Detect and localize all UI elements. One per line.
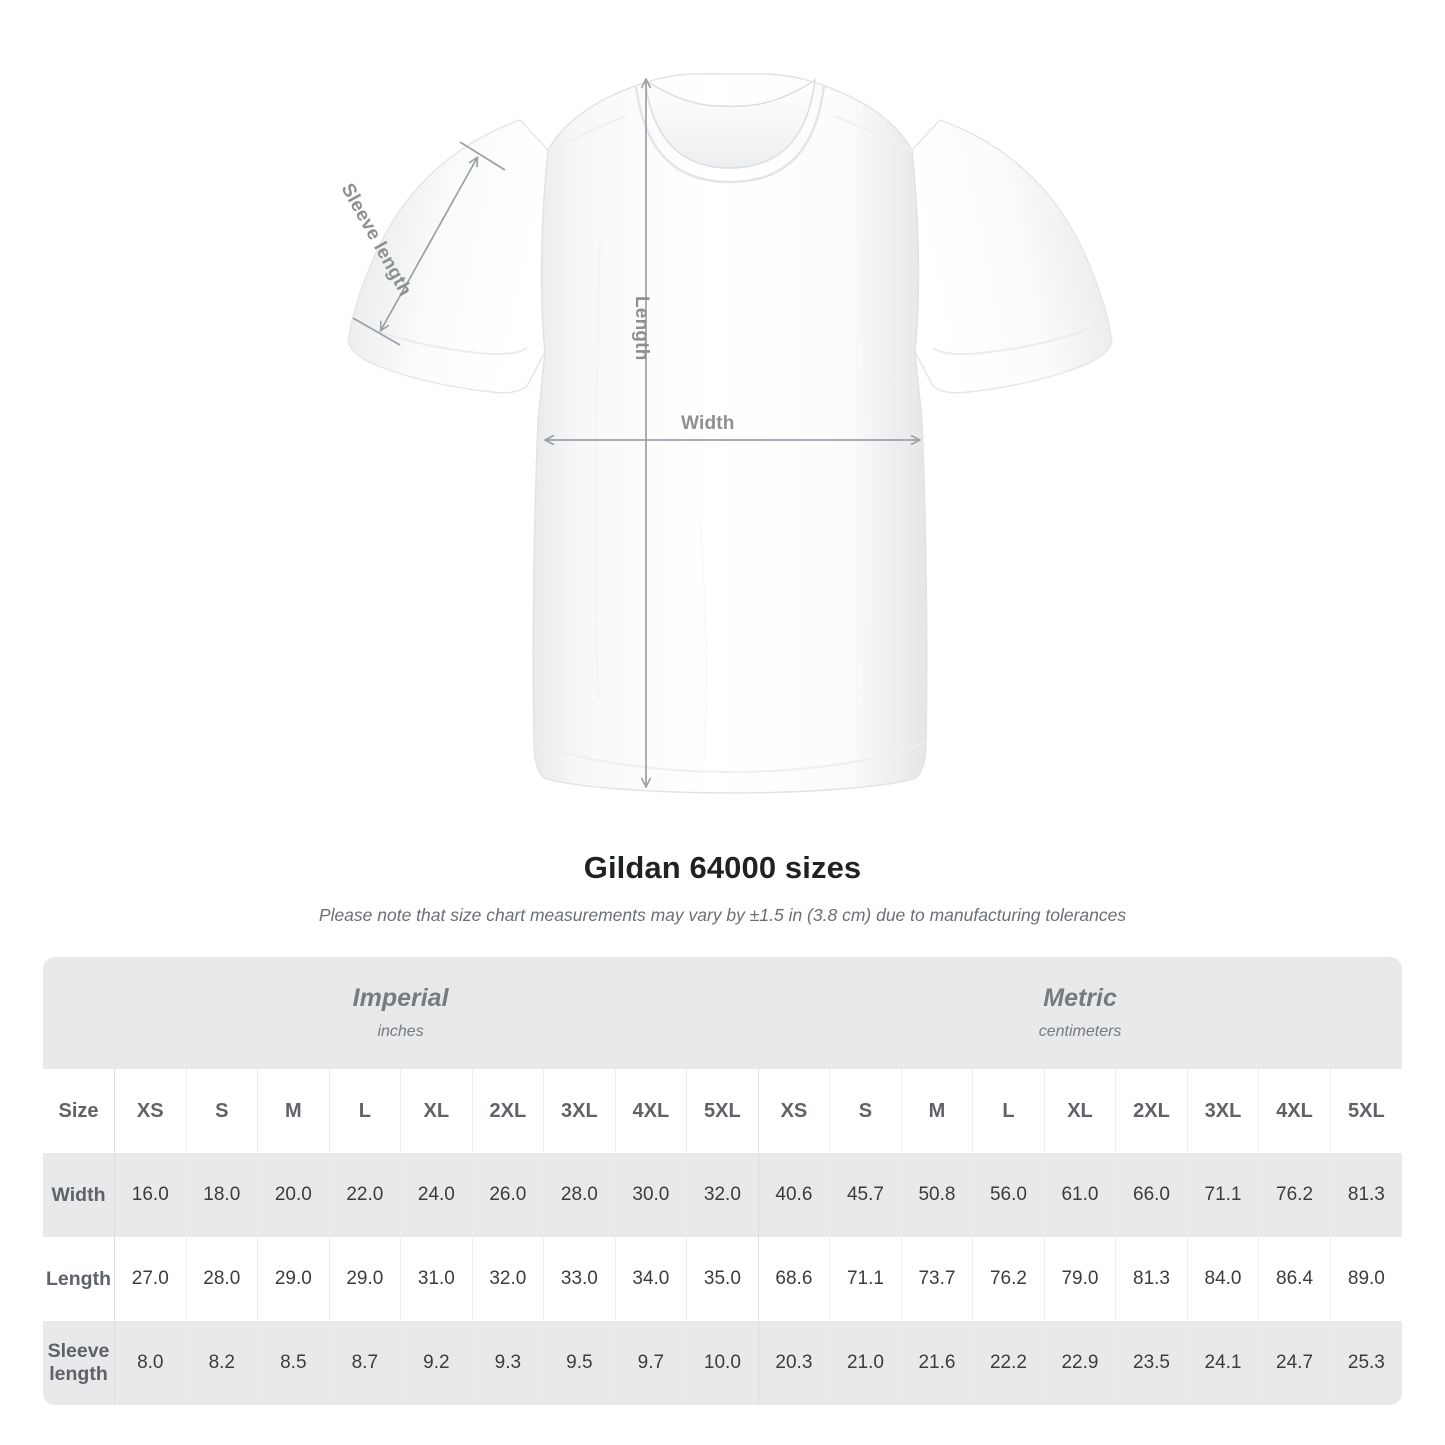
page-title: Gildan 64000 sizes bbox=[583, 850, 862, 885]
tolerance-note: Please note that size chart measurements… bbox=[318, 905, 1127, 925]
length-2xl-in: 32.0 bbox=[471, 1237, 544, 1321]
size-header-s-metric: S bbox=[829, 1069, 902, 1153]
size-header-3xl-metric: 3XL bbox=[1186, 1069, 1259, 1153]
width-5xl-in: 32.0 bbox=[686, 1153, 759, 1237]
size-row-label: Size bbox=[43, 1069, 115, 1153]
sleeve-4xl-cm: 24.7 bbox=[1258, 1321, 1331, 1405]
length-xs-in: 27.0 bbox=[114, 1237, 187, 1321]
row-label-width: Width bbox=[43, 1153, 115, 1237]
tshirt-graphic bbox=[347, 73, 1113, 794]
table-row-width: Width 16.0 18.0 20.0 22.0 24.0 26.0 28.0… bbox=[43, 1153, 1402, 1237]
width-4xl-cm: 76.2 bbox=[1258, 1153, 1331, 1237]
length-s-in: 28.0 bbox=[185, 1237, 258, 1321]
metric-system-label: Metric bbox=[1043, 983, 1117, 1012]
sleeve-5xl-in: 10.0 bbox=[686, 1321, 759, 1405]
length-m-cm: 73.7 bbox=[900, 1237, 973, 1321]
length-xs-cm: 68.6 bbox=[757, 1237, 830, 1321]
sleeve-l-in: 8.7 bbox=[328, 1321, 401, 1405]
sleeve-xs-in: 8.0 bbox=[114, 1321, 187, 1405]
size-header-5xl-metric: 5XL bbox=[1329, 1069, 1402, 1153]
size-header-l-metric: L bbox=[972, 1069, 1045, 1153]
width-label: Width bbox=[681, 413, 735, 434]
sleeve-m-cm: 21.6 bbox=[900, 1321, 973, 1405]
width-xs-cm: 40.6 bbox=[757, 1153, 830, 1237]
length-s-cm: 71.1 bbox=[829, 1237, 902, 1321]
width-l-cm: 56.0 bbox=[972, 1153, 1045, 1237]
row-label-length: Length bbox=[43, 1237, 115, 1321]
length-5xl-cm: 89.0 bbox=[1329, 1237, 1402, 1321]
length-l-cm: 76.2 bbox=[972, 1237, 1045, 1321]
width-s-cm: 45.7 bbox=[829, 1153, 902, 1237]
width-2xl-in: 26.0 bbox=[471, 1153, 544, 1237]
width-m-in: 20.0 bbox=[257, 1153, 330, 1237]
sleeve-3xl-cm: 24.1 bbox=[1186, 1321, 1259, 1405]
width-xl-cm: 61.0 bbox=[1043, 1153, 1116, 1237]
size-header-xl-imperial: XL bbox=[400, 1069, 473, 1153]
sleeve-s-cm: 21.0 bbox=[829, 1321, 902, 1405]
width-s-in: 18.0 bbox=[185, 1153, 258, 1237]
sleeve-4xl-in: 9.7 bbox=[614, 1321, 687, 1405]
sleeve-m-in: 8.5 bbox=[257, 1321, 330, 1405]
size-table-container: Imperial inches Metric centimeters Size … bbox=[43, 957, 1402, 1405]
size-table: Imperial inches Metric centimeters Size … bbox=[43, 957, 1402, 1405]
width-xl-in: 24.0 bbox=[400, 1153, 473, 1237]
size-header-s-imperial: S bbox=[185, 1069, 258, 1153]
size-header-3xl-imperial: 3XL bbox=[543, 1069, 616, 1153]
tshirt-shape bbox=[347, 73, 1113, 794]
sleeve-xs-cm: 20.3 bbox=[757, 1321, 830, 1405]
length-4xl-cm: 86.4 bbox=[1258, 1237, 1331, 1321]
length-3xl-in: 33.0 bbox=[543, 1237, 616, 1321]
imperial-system-label: Imperial bbox=[352, 983, 449, 1012]
length-m-in: 29.0 bbox=[257, 1237, 330, 1321]
metric-header-cell: Metric centimeters bbox=[758, 957, 1402, 1069]
sleeve-3xl-in: 9.5 bbox=[543, 1321, 616, 1405]
length-5xl-in: 35.0 bbox=[686, 1237, 759, 1321]
length-label: Length bbox=[631, 296, 652, 361]
sleeve-l-cm: 22.2 bbox=[972, 1321, 1045, 1405]
row-label-sleeve-length: Sleeve length bbox=[43, 1321, 115, 1405]
sleeve-length-dimension bbox=[352, 141, 506, 346]
size-header-row: Size XS S M L XL 2XL 3XL 4XL 5XL XS S M … bbox=[43, 1069, 1402, 1153]
sleeve-s-in: 8.2 bbox=[185, 1321, 258, 1405]
size-header-5xl-imperial: 5XL bbox=[686, 1069, 759, 1153]
length-xl-cm: 79.0 bbox=[1043, 1237, 1116, 1321]
width-l-in: 22.0 bbox=[328, 1153, 401, 1237]
imperial-header-cell: Imperial inches bbox=[43, 957, 759, 1069]
size-header-4xl-imperial: 4XL bbox=[614, 1069, 687, 1153]
length-4xl-in: 34.0 bbox=[614, 1237, 687, 1321]
size-header-4xl-metric: 4XL bbox=[1258, 1069, 1331, 1153]
size-header-xs-metric: XS bbox=[757, 1069, 830, 1153]
table-row-length: Length 27.0 28.0 29.0 29.0 31.0 32.0 33.… bbox=[43, 1237, 1402, 1321]
length-3xl-cm: 84.0 bbox=[1186, 1237, 1259, 1321]
width-4xl-in: 30.0 bbox=[614, 1153, 687, 1237]
sleeve-5xl-cm: 25.3 bbox=[1329, 1321, 1402, 1405]
unit-header-row: Imperial inches Metric centimeters bbox=[43, 957, 1402, 1069]
sleeve-xl-cm: 22.9 bbox=[1043, 1321, 1116, 1405]
width-m-cm: 50.8 bbox=[900, 1153, 973, 1237]
length-2xl-cm: 81.3 bbox=[1115, 1237, 1188, 1321]
length-xl-in: 31.0 bbox=[400, 1237, 473, 1321]
size-header-m-imperial: M bbox=[257, 1069, 330, 1153]
size-header-l-imperial: L bbox=[328, 1069, 401, 1153]
width-3xl-in: 28.0 bbox=[543, 1153, 616, 1237]
width-xs-in: 16.0 bbox=[114, 1153, 187, 1237]
sleeve-2xl-in: 9.3 bbox=[471, 1321, 544, 1405]
width-2xl-cm: 66.0 bbox=[1115, 1153, 1188, 1237]
sleeve-xl-in: 9.2 bbox=[400, 1321, 473, 1405]
imperial-unit-label: inches bbox=[377, 1023, 424, 1041]
metric-unit-label: centimeters bbox=[1038, 1023, 1122, 1041]
tshirt-illustration: Sleeve length Length Width bbox=[337, 73, 1113, 794]
size-header-2xl-imperial: 2XL bbox=[471, 1069, 544, 1153]
width-3xl-cm: 71.1 bbox=[1186, 1153, 1259, 1237]
table-row-sleeve-length: Sleeve length 8.0 8.2 8.5 8.7 9.2 9.3 9.… bbox=[43, 1321, 1402, 1405]
size-header-m-metric: M bbox=[900, 1069, 973, 1153]
size-header-xl-metric: XL bbox=[1043, 1069, 1116, 1153]
size-header-2xl-metric: 2XL bbox=[1115, 1069, 1188, 1153]
width-5xl-cm: 81.3 bbox=[1329, 1153, 1402, 1237]
sleeve-2xl-cm: 23.5 bbox=[1115, 1321, 1188, 1405]
length-l-in: 29.0 bbox=[328, 1237, 401, 1321]
size-header-xs-imperial: XS bbox=[114, 1069, 187, 1153]
